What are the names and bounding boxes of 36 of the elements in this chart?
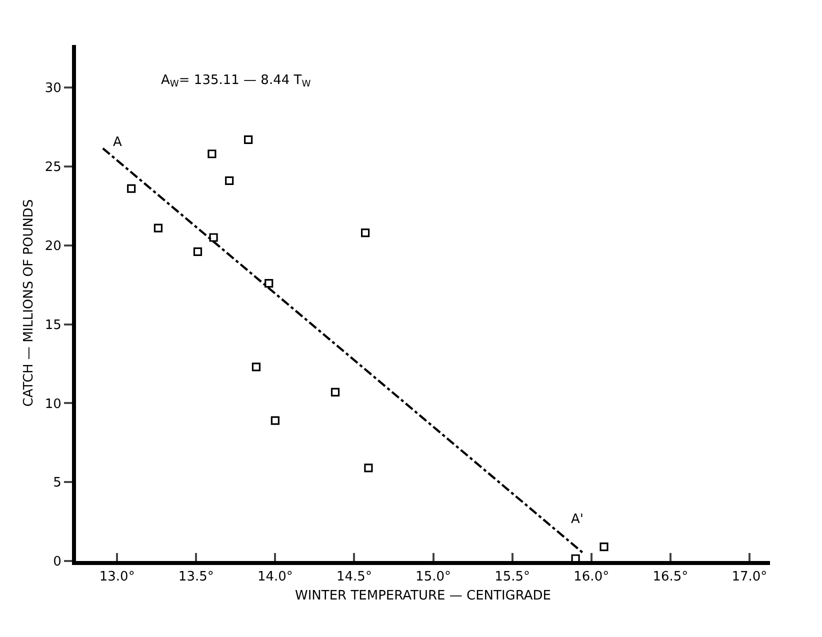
- point: [270, 416, 280, 425]
- annotation: A': [571, 512, 584, 527]
- point: [127, 184, 136, 193]
- y-tick-label: 5: [53, 476, 62, 491]
- point: [252, 362, 261, 372]
- point: [361, 228, 370, 238]
- point: [209, 233, 218, 242]
- annotation: A: [113, 135, 122, 150]
- y-axis-title: CATCH — MILLIONS OF POUNDS: [21, 199, 36, 407]
- x-tick-label: 16.0°: [574, 570, 610, 585]
- x-axis-title: WINTER TEMPERATURE — CENTIGRADE: [294, 588, 552, 604]
- point: [571, 554, 580, 561]
- point: [600, 542, 608, 552]
- x-tick-label: 14.0°: [257, 570, 293, 585]
- x-tick-label: 13.0°: [99, 570, 135, 585]
- x-tick-label: 15.5°: [494, 570, 530, 585]
- point: [154, 224, 163, 232]
- y-tick-label: 0: [53, 554, 62, 570]
- point: [244, 135, 253, 144]
- y-tick-label: 20: [44, 238, 62, 254]
- point: [264, 278, 274, 288]
- y-tick-label: 10: [44, 396, 62, 412]
- x-tick-label: 17.0°: [732, 570, 768, 585]
- x-tick-label: 15.0°: [416, 570, 452, 585]
- point: [364, 464, 373, 472]
- point: [193, 247, 202, 256]
- point: [330, 388, 340, 396]
- x-tick-label: 13.5°: [178, 570, 214, 585]
- point: [208, 150, 216, 158]
- y-tick-label: 30: [44, 81, 62, 96]
- x-tick-label: 14.5°: [336, 570, 372, 585]
- y-tick-label: 15: [44, 318, 62, 333]
- annotation: A$_{W}$= 135.11 — 8.44 T$_{W}$: [161, 73, 311, 90]
- y-tick-label: 25: [44, 160, 62, 176]
- x-tick-label: 16.5°: [652, 570, 688, 585]
- point: [225, 176, 234, 186]
